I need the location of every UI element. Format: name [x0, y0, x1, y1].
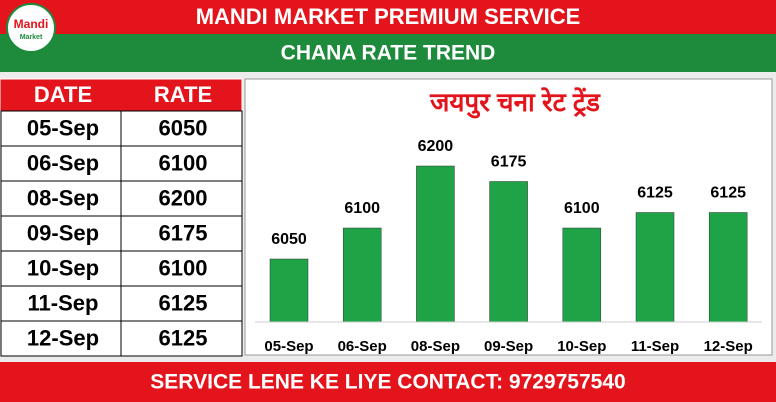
table-cell — [120, 215, 243, 252]
header-title: MANDI MARKET PREMIUM SERVICE — [196, 4, 581, 29]
bar — [635, 212, 675, 323]
column-header: RATE — [154, 82, 212, 107]
value-label: 6125 — [637, 185, 673, 202]
header-band — [0, 0, 776, 34]
value-label: 6050 — [271, 231, 307, 248]
table-cell — [0, 145, 122, 182]
table-cell — [120, 180, 243, 217]
table-cell — [0, 250, 122, 287]
bar — [562, 227, 602, 323]
bar — [342, 227, 382, 323]
table-cell — [120, 110, 243, 147]
table-cell — [120, 285, 243, 322]
x-tick-label: 11-Sep — [631, 338, 679, 355]
table-text: 6200 — [159, 185, 208, 210]
header-subtitle: CHANA RATE TREND — [281, 42, 496, 65]
table-text: 6125 — [159, 290, 208, 315]
table-cell — [120, 320, 243, 357]
x-tick-label: 08-Sep — [411, 338, 460, 355]
x-tick-label: 09-Sep — [484, 338, 533, 355]
x-tick-label: 10-Sep — [557, 338, 606, 355]
table-text: 06-Sep — [27, 150, 99, 175]
table-text: 6100 — [159, 255, 208, 280]
value-label: 6200 — [418, 138, 454, 155]
table-text: 12-Sep — [27, 325, 99, 350]
bar — [489, 181, 528, 323]
subtitle-band — [0, 34, 776, 72]
table-text: 11-Sep — [28, 290, 99, 315]
table-header — [0, 78, 243, 112]
logo-text: Mandi — [14, 17, 49, 31]
x-tick-label: 12-Sep — [704, 338, 753, 355]
table-cell — [0, 320, 122, 357]
table-text: 10-Sep — [27, 255, 99, 280]
column-header: DATE — [34, 82, 92, 107]
value-label: 6125 — [710, 185, 746, 202]
value-label: 6100 — [564, 200, 600, 217]
x-tick-label: 05-Sep — [264, 338, 313, 355]
bar — [416, 165, 455, 323]
value-label: 6175 — [491, 154, 527, 171]
chart-title: जयपुर चना रेट ट्रेंड — [429, 87, 601, 119]
logo — [6, 3, 56, 53]
x-tick-label: 06-Sep — [338, 338, 387, 355]
table-cell — [0, 215, 122, 252]
table-text: 6050 — [159, 115, 208, 140]
table-text: 6175 — [159, 220, 208, 245]
logo-text: Market — [20, 34, 43, 41]
table-text: 08-Sep — [27, 185, 99, 210]
table-cell — [0, 110, 122, 147]
table-cell — [120, 250, 243, 287]
table-text: 09-Sep — [27, 220, 99, 245]
footer-text: SERVICE LENE KE LIYE CONTACT: 9729757540 — [150, 371, 625, 394]
table-cell — [120, 145, 243, 182]
value-label: 6100 — [344, 200, 380, 217]
bar — [269, 258, 309, 323]
table-text: 05-Sep — [27, 115, 99, 140]
footer-band — [0, 362, 776, 402]
table-text: 6125 — [159, 325, 208, 350]
bar — [708, 212, 748, 323]
table-text: 6100 — [159, 150, 208, 175]
